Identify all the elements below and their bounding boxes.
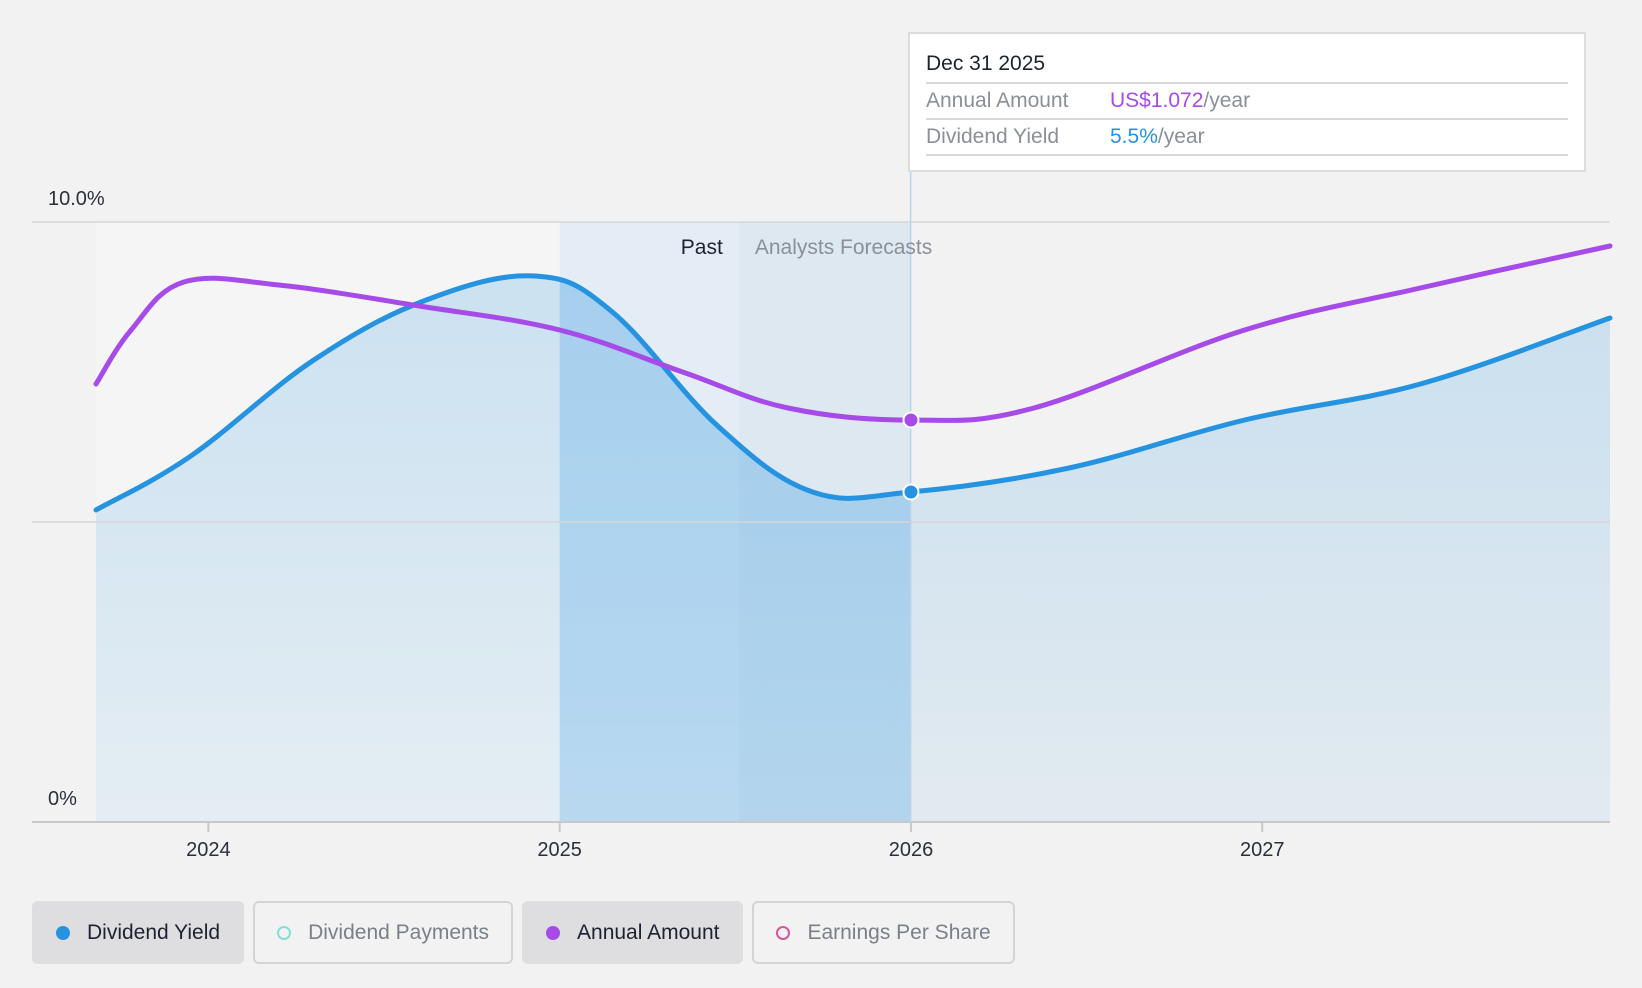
tooltip-unit: /year — [1203, 89, 1251, 112]
tooltip-value: 5.5% — [1110, 125, 1158, 148]
x-tick-label: 2026 — [889, 839, 934, 860]
dividend-yield-area — [96, 275, 1610, 822]
tooltip-row-dividend-yield: Dividend Yield 5.5% /year — [926, 120, 1568, 156]
legend-earnings-per-share[interactable]: Earnings Per Share — [752, 901, 1015, 964]
legend-label: Earnings Per Share — [807, 920, 991, 944]
tooltip-value: US$1.072 — [1110, 89, 1204, 112]
dividend-yield-area-highlight — [559, 275, 911, 822]
annual-amount-line — [93, 243, 1613, 423]
y-tick-label-top: 10.0% — [48, 188, 105, 210]
legend: Dividend Yield Dividend Payments Annual … — [32, 901, 1015, 964]
past-label: Past — [681, 236, 723, 259]
chart-svg: 2024 2025 2026 2027 10.0% 0% Past Analysts Fore… — [32, 172, 1613, 860]
dividend-chart: 2024 2025 2026 2027 10.0% 0% Past Analysts Fore… — [32, 32, 1613, 860]
tooltip-key: Annual Amount — [926, 89, 1069, 112]
y-tick-label-bottom: 0% — [48, 788, 77, 810]
forecast-label: Analysts Forecasts — [755, 236, 932, 259]
legend-dividend-yield[interactable]: Dividend Yield — [32, 901, 245, 964]
legend-label: Dividend Yield — [87, 920, 221, 944]
tooltip-row-annual-amount: Annual Amount US$1.072 /year — [926, 84, 1568, 120]
tooltip-unit: /year — [1157, 125, 1205, 148]
tooltip-date: Dec 31 2025 — [926, 48, 1568, 84]
dividend-yield-line — [93, 273, 1613, 513]
x-tick-label: 2027 — [1240, 839, 1285, 860]
annual-amount-marker — [902, 411, 920, 429]
legend-dividend-payments[interactable]: Dividend Payments — [253, 901, 514, 964]
x-tick-label: 2024 — [186, 839, 231, 860]
tooltip-key: Dividend Yield — [926, 125, 1060, 148]
legend-ring-icon — [776, 925, 791, 940]
legend-dot-icon — [56, 925, 70, 940]
legend-label: Dividend Payments — [308, 920, 490, 944]
x-tick-label: 2025 — [537, 839, 582, 860]
tooltip: Dec 31 2025 Annual Amount US$1.072 /year… — [908, 32, 1586, 172]
legend-ring-icon — [277, 925, 292, 940]
dividend-yield-marker — [902, 483, 920, 501]
legend-dot-icon — [546, 925, 561, 940]
legend-label: Annual Amount — [577, 920, 720, 944]
legend-annual-amount[interactable]: Annual Amount — [522, 901, 744, 964]
